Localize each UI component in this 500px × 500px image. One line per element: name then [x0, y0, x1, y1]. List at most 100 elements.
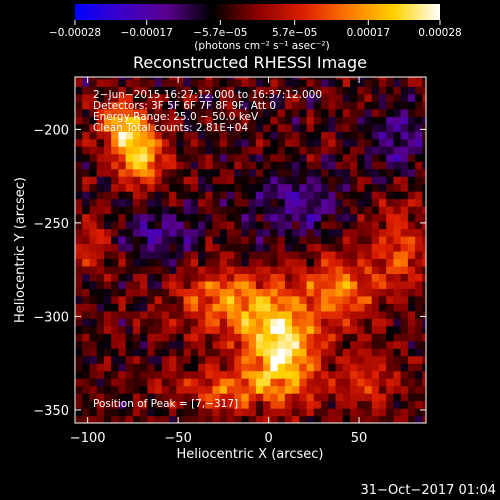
image-pixel: [350, 93, 358, 102]
image-pixel: [350, 86, 358, 95]
image-pixel: [357, 385, 366, 394]
image-pixel: [140, 348, 148, 357]
image-pixel: [357, 318, 366, 327]
image-pixel: [234, 265, 243, 274]
image-pixel: [219, 161, 228, 170]
image-pixel: [140, 176, 148, 185]
image-pixel: [407, 78, 416, 87]
image-pixel: [169, 146, 177, 155]
image-pixel: [321, 325, 329, 334]
image-pixel: [292, 77, 300, 80]
image-pixel: [371, 363, 380, 372]
image-pixel: [161, 408, 170, 417]
image-pixel: [277, 221, 286, 230]
image-pixel: [140, 198, 148, 207]
image-pixel: [89, 393, 98, 402]
image-pixel: [89, 333, 98, 342]
image-pixel: [198, 408, 206, 417]
image-pixel: [328, 303, 337, 312]
image-pixel: [96, 198, 105, 207]
image-pixel: [118, 183, 127, 192]
image-pixel: [357, 250, 366, 260]
image-pixel: [190, 78, 199, 87]
image-pixel: [111, 295, 120, 304]
image-pixel: [321, 116, 329, 125]
image-pixel: [255, 78, 264, 87]
image-pixel: [96, 161, 105, 170]
image-pixel: [350, 363, 358, 372]
image-pixel: [234, 116, 243, 125]
image-pixel: [284, 348, 293, 357]
image-pixel: [292, 213, 300, 222]
image-pixel: [386, 408, 395, 417]
image-pixel: [263, 348, 271, 357]
image-pixel: [386, 77, 395, 80]
image-pixel: [212, 161, 221, 170]
image-pixel: [75, 295, 83, 304]
image-pixel: [277, 123, 286, 132]
image-pixel: [226, 116, 235, 125]
image-pixel: [357, 258, 366, 267]
image-pixel: [75, 168, 83, 177]
image-pixel: [161, 198, 170, 207]
image-pixel: [118, 348, 127, 357]
image-pixel: [422, 221, 426, 230]
image-pixel: [111, 325, 120, 334]
image-pixel: [147, 153, 156, 162]
image-pixel: [234, 78, 243, 87]
image-pixel: [219, 221, 228, 230]
image-pixel: [335, 265, 344, 274]
image-pixel: [111, 378, 120, 387]
image-pixel: [205, 348, 214, 357]
image-pixel: [82, 221, 91, 230]
image-pixel: [263, 295, 271, 304]
image-pixel: [299, 370, 308, 379]
image-pixel: [169, 213, 177, 222]
image-pixel: [321, 303, 329, 312]
image-pixel: [190, 191, 199, 200]
image-pixel: [357, 131, 366, 140]
image-pixel: [277, 400, 286, 409]
image-pixel: [96, 370, 105, 379]
image-pixel: [321, 206, 329, 215]
image-pixel: [263, 318, 271, 327]
image-pixel: [190, 131, 199, 140]
image-pixel: [270, 258, 279, 267]
image-pixel: [415, 213, 423, 222]
image-pixel: [299, 378, 308, 387]
image-pixel: [248, 108, 257, 117]
image-pixel: [190, 385, 199, 394]
image-pixel: [198, 265, 206, 274]
image-pixel: [292, 258, 300, 267]
image-pixel: [241, 295, 250, 304]
image-pixel: [255, 146, 264, 155]
image-pixel: [364, 273, 373, 282]
image-pixel: [284, 318, 293, 327]
image-pixel: [277, 273, 286, 282]
image-pixel: [205, 101, 214, 110]
image-pixel: [140, 213, 148, 222]
image-pixel: [147, 101, 156, 110]
image-pixel: [378, 250, 387, 260]
image-pixel: [364, 250, 373, 260]
footer-timestamp: 31−Oct−2017 01:04: [361, 483, 496, 498]
image-pixel: [125, 280, 134, 289]
image-pixel: [277, 378, 286, 387]
image-pixel: [75, 273, 83, 282]
image-pixel: [335, 198, 344, 207]
image-pixel: [219, 123, 228, 132]
image-pixel: [321, 221, 329, 230]
image-pixel: [125, 123, 134, 132]
image-pixel: [299, 273, 308, 282]
image-pixel: [103, 206, 112, 215]
image-pixel: [306, 228, 315, 237]
image-pixel: [364, 333, 373, 342]
image-pixel: [422, 325, 426, 334]
image-pixel: [212, 340, 221, 349]
image-pixel: [393, 191, 402, 200]
image-pixel: [234, 176, 243, 185]
image-pixel: [125, 168, 134, 177]
image-pixel: [350, 138, 358, 147]
image-pixel: [241, 265, 250, 274]
image-pixel: [335, 77, 344, 80]
